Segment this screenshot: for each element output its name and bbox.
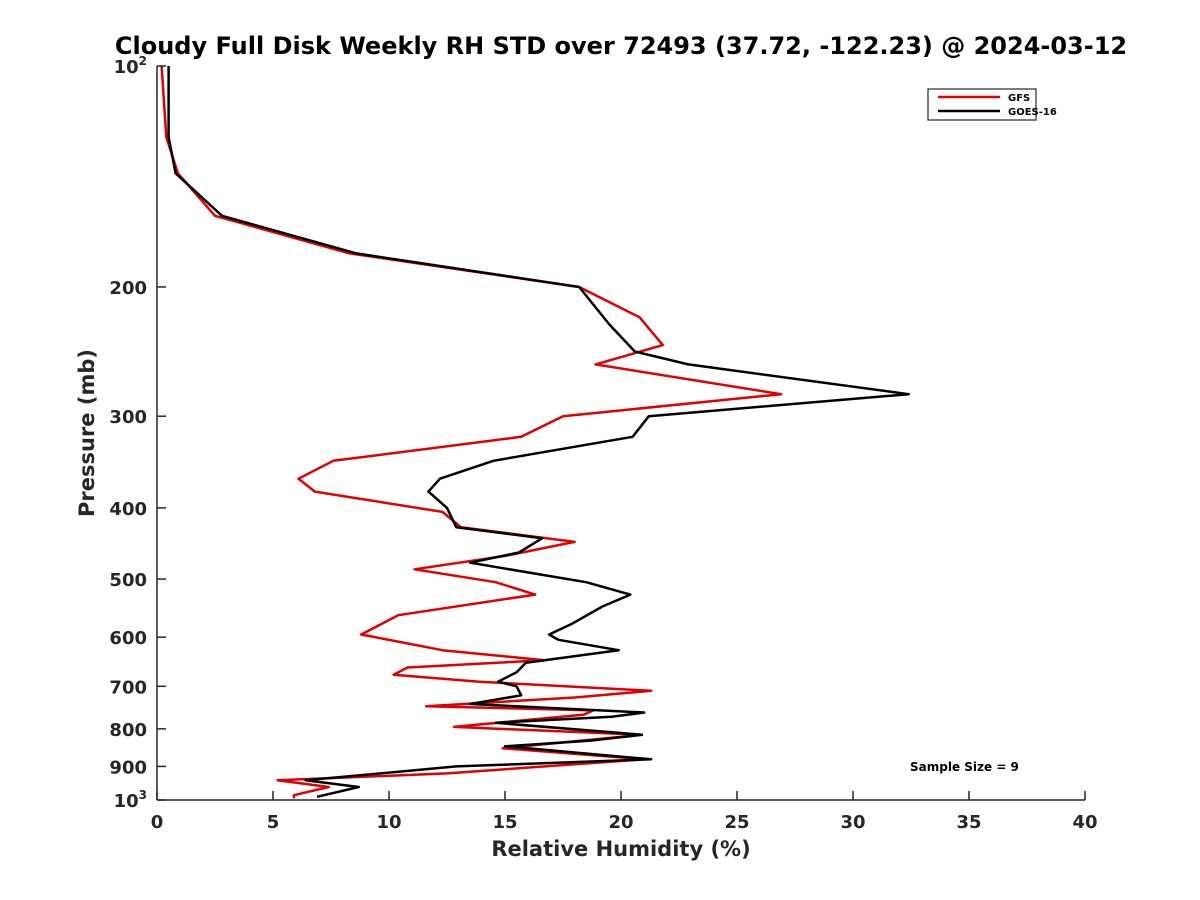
y-tick-label: 400 [109, 499, 147, 520]
y-tick-label: 500 [109, 570, 147, 591]
x-tick-label: 25 [724, 812, 749, 833]
y-tick-label: 900 [109, 757, 147, 778]
y-axis-label: Pressure (mb) [75, 349, 99, 517]
x-tick-label: 15 [492, 812, 517, 833]
y-tick-label: 800 [109, 720, 147, 741]
x-tick-label: 0 [151, 812, 164, 833]
x-tick-label: 5 [267, 812, 280, 833]
series-layer [160, 65, 910, 799]
x-tick-label: 10 [376, 812, 401, 833]
y-tick-label: 102 [114, 54, 147, 78]
legend: GFS GOES-16 [927, 88, 1057, 121]
x-tick-label: 35 [956, 812, 981, 833]
plot-area [157, 66, 1085, 800]
y-tick-label: 103 [114, 788, 147, 812]
y-tick-label: 300 [109, 407, 147, 428]
sample-size-annotation: Sample Size = 9 [910, 760, 1019, 774]
y-tick-label: 200 [109, 278, 147, 299]
x-tick-label: 20 [608, 812, 633, 833]
legend-label-gfs: GFS [1008, 93, 1030, 104]
x-axis-label: Relative Humidity (%) [491, 837, 750, 861]
legend-box [927, 88, 1037, 121]
x-ticks: 0 5 10 15 20 25 30 35 40 [151, 791, 1098, 833]
series-line-goes-16 [167, 66, 910, 799]
y-tick-label: 700 [109, 677, 147, 698]
legend-label-goes-16: GOES-16 [1008, 107, 1057, 118]
x-tick-label: 40 [1072, 812, 1097, 833]
x-tick-label: 30 [840, 812, 865, 833]
y-tick-label: 600 [109, 628, 147, 649]
y-ticks: 102 200 300 400 500 600 700 800 900 103 [109, 54, 166, 812]
chart-title: Cloudy Full Disk Weekly RH STD over 7249… [115, 32, 1127, 60]
